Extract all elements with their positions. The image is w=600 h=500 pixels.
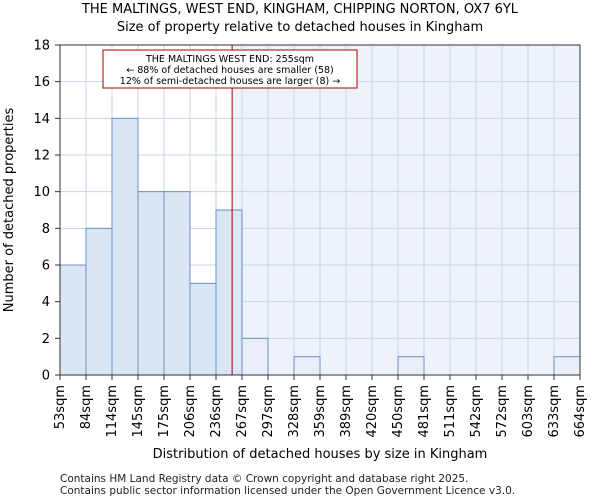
x-tick-label: 420sqm [365,385,380,438]
x-tick-label: 267sqm [235,385,250,438]
y-tick-label: 14 [33,112,50,127]
bar-114sqm [111,117,139,376]
bar-328sqm [293,356,321,376]
annotation-line-1: THE MALTINGS WEST END: 255sqm [145,54,314,65]
y-tick-label: 4 [42,295,50,310]
plot-frame [59,44,581,376]
x-tick-label: 206sqm [183,385,198,438]
bar-450sqm [397,356,425,376]
x-tick-label: 53sqm [53,385,68,429]
x-tick-label: 114sqm [105,385,120,438]
y-axis-label: Number of detached properties [2,108,17,313]
annotation-line-3: 12% of semi-detached houses are larger (… [120,76,340,87]
y-tick-label: 18 [33,39,50,54]
bar-267sqm [241,337,269,376]
annotation-box: THE MALTINGS WEST END: 255sqm ← 88% of d… [102,49,358,89]
x-tick-label: 297sqm [261,385,276,438]
y-tick-label: 8 [42,222,50,237]
annotation-frame [102,49,358,89]
bar-236sqm [215,209,243,376]
bar-84sqm [85,227,113,376]
x-tick-label: 145sqm [131,385,146,438]
bar-53sqm [59,264,87,376]
chart-subtitle: Size of property relative to detached ho… [116,20,484,35]
y-tick-label: 12 [33,149,50,164]
x-tick-label: 481sqm [417,385,432,438]
y-tick-label: 16 [33,75,50,90]
x-tick-label: 542sqm [469,385,484,438]
x-axis-label: Distribution of detached houses by size … [153,447,488,462]
x-tick-label: 236sqm [209,385,224,438]
x-tick-label: 603sqm [521,385,536,438]
x-tick-label: 450sqm [391,385,406,438]
y-tick-label: 10 [33,185,50,200]
x-tick-label: 389sqm [339,385,354,438]
x-tick-label: 328sqm [287,385,302,438]
x-tick-label: 84sqm [79,385,94,429]
y-tick-label: 0 [42,369,50,384]
x-tick-label: 572sqm [495,385,510,438]
bar-175sqm [163,191,191,376]
x-tick-label: 359sqm [313,385,328,438]
x-tick-label: 175sqm [157,385,172,438]
bar-633sqm [553,356,581,376]
footer-copyright: Contains HM Land Registry data © Crown c… [60,473,469,485]
x-tick-label: 633sqm [547,385,562,438]
x-tick-label: 664sqm [573,385,588,438]
annotation-line-2: ← 88% of detached houses are smaller (58… [126,65,333,76]
bar-206sqm [189,282,217,376]
y-tick-label: 2 [42,332,50,347]
chart-title: THE MALTINGS, WEST END, KINGHAM, CHIPPIN… [81,2,519,17]
bar-145sqm [137,191,165,376]
larger-region [232,45,580,375]
y-tick-label: 6 [42,259,50,274]
x-tick-label: 511sqm [443,385,458,438]
footer-licence: Contains public sector information licen… [60,485,516,497]
